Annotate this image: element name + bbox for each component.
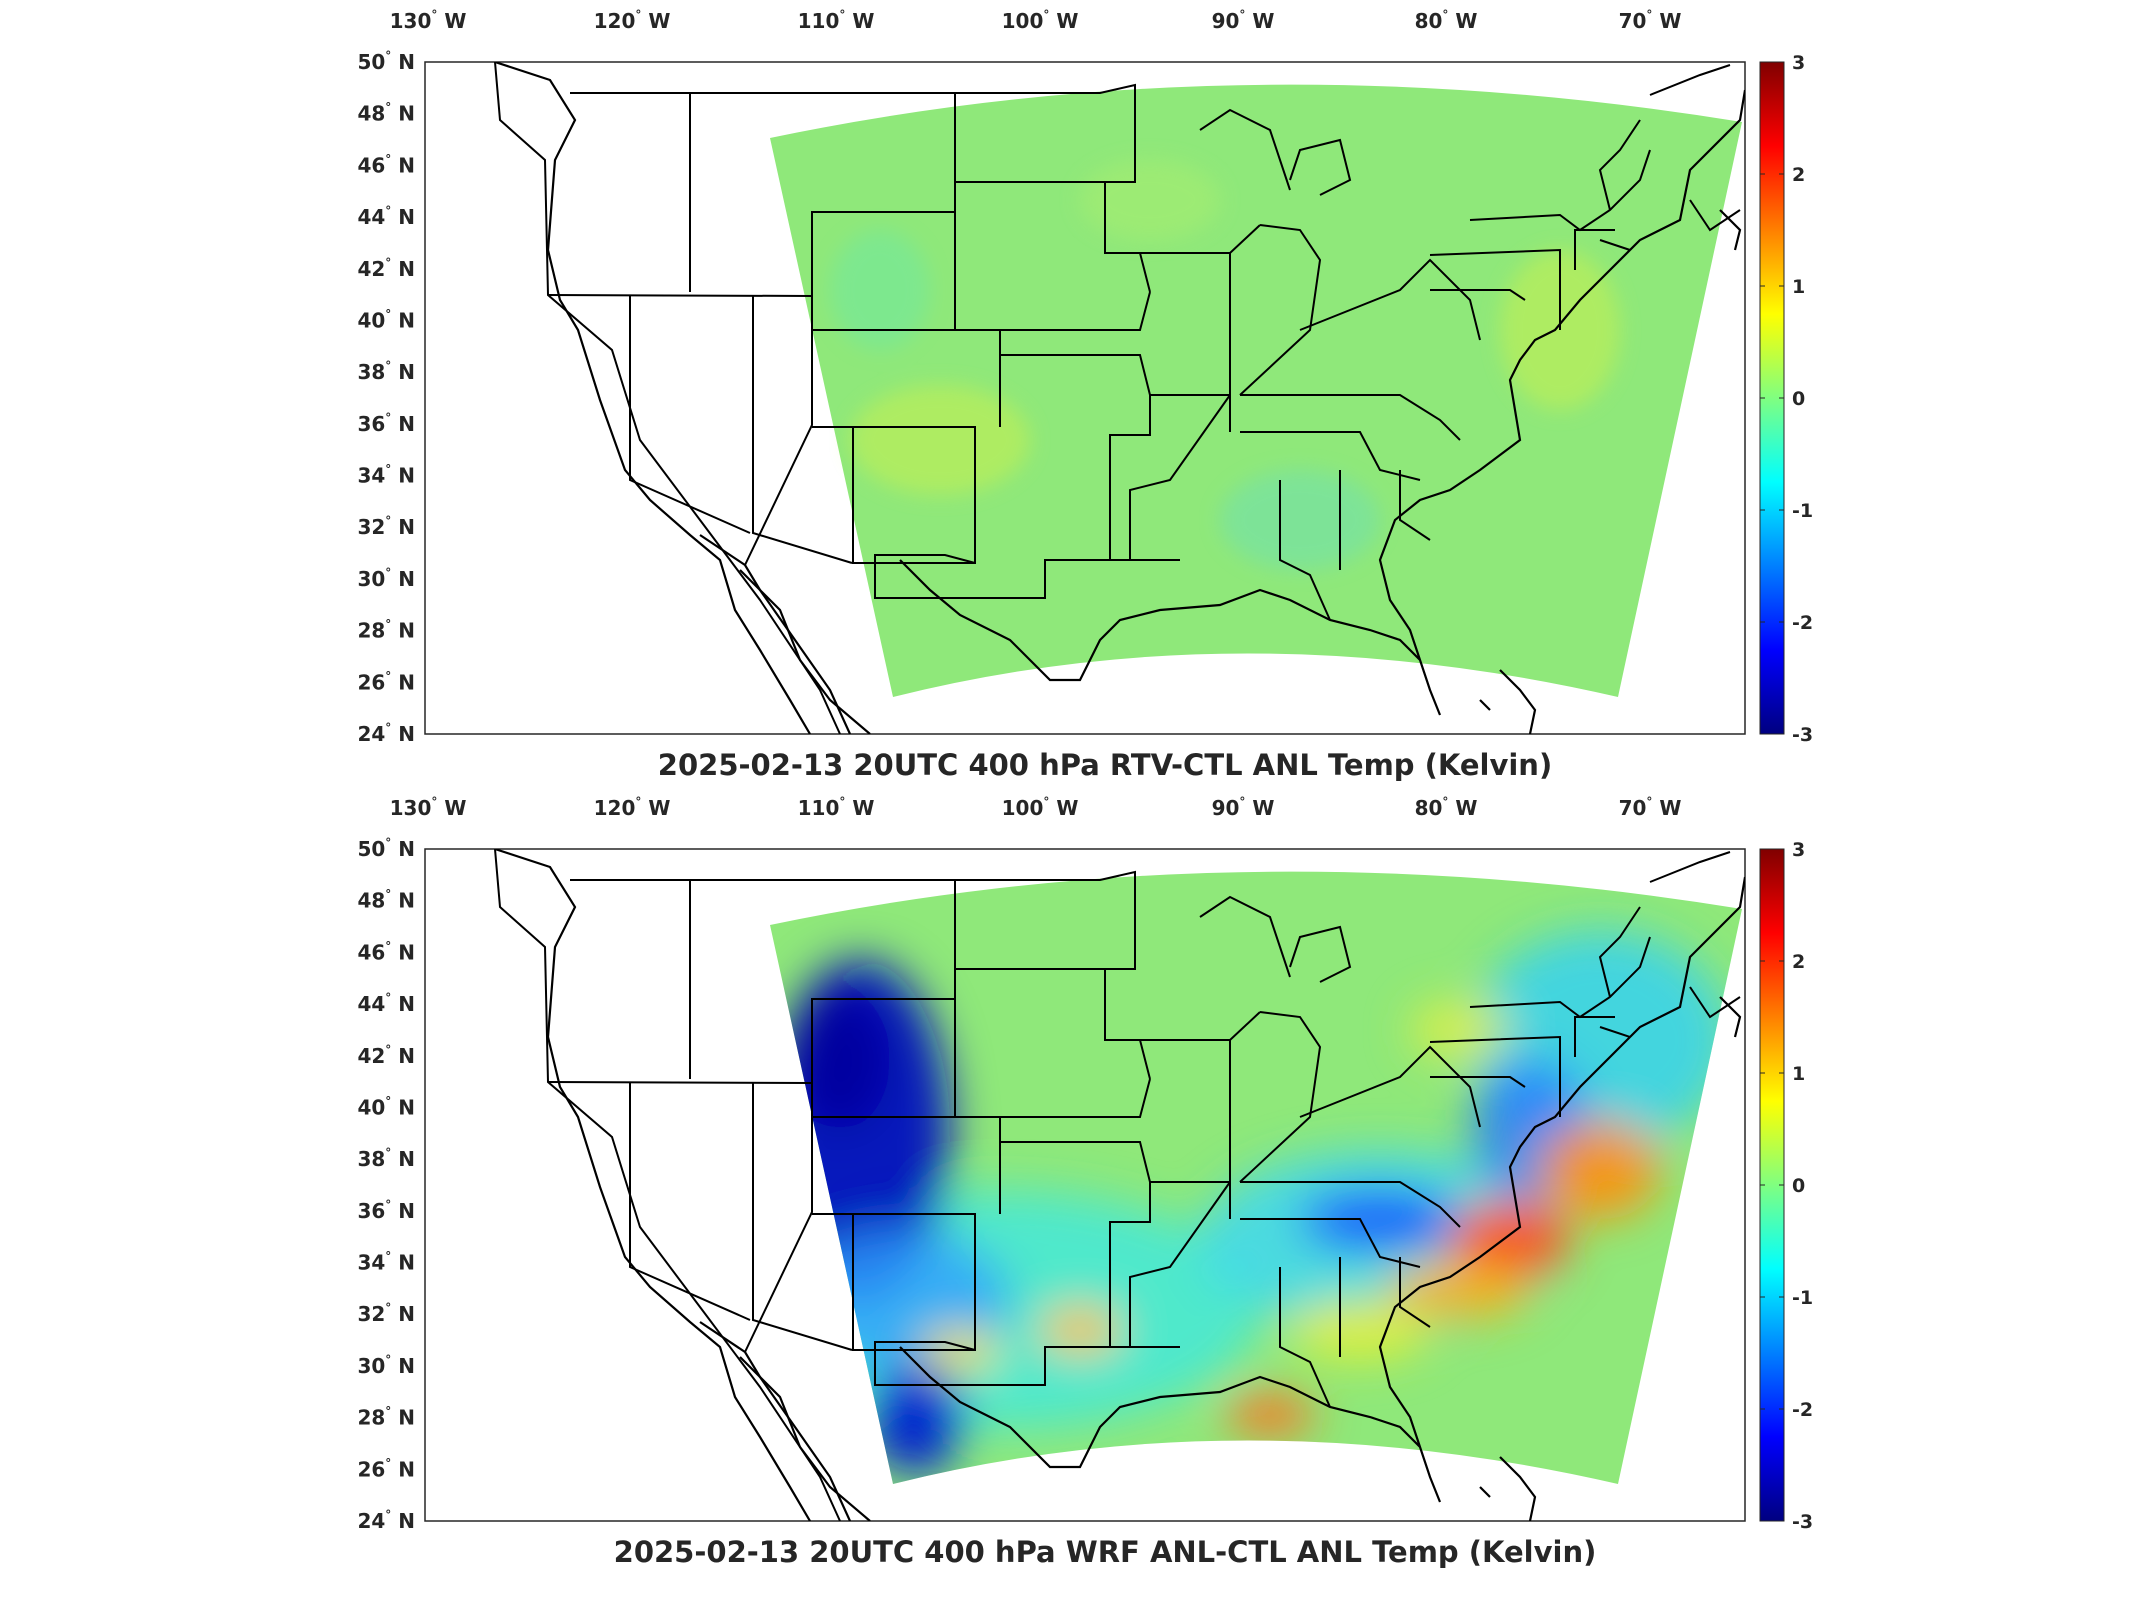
colorbar-tick-label: -2: [1792, 1399, 1813, 1421]
colorbar-tick-label: 1: [1792, 276, 1805, 298]
y-tick-label: 42° N: [357, 256, 415, 281]
y-tick-label: 40° N: [357, 307, 415, 332]
map-panel-bottom: [424, 848, 1746, 1522]
colorbar-tick-label: 2: [1792, 164, 1805, 186]
y-tick-label: 32° N: [357, 1301, 415, 1326]
coastline: [494, 62, 1745, 734]
y-tick-label: 36° N: [357, 411, 415, 436]
y-tick-label: 40° N: [357, 1094, 415, 1119]
colorbar-tick-label: -3: [1792, 1511, 1813, 1533]
colorbar-tick-label: 2: [1792, 951, 1805, 973]
us-state-borders: [494, 849, 1741, 1521]
y-tick-label: 44° N: [357, 204, 415, 229]
x-tick-label: 70° W: [1619, 8, 1682, 33]
x-tick-label: 120° W: [594, 795, 671, 820]
y-tick-label: 48° N: [357, 888, 415, 913]
y-tick-label: 30° N: [357, 566, 415, 591]
x-tick-label: 130° W: [390, 8, 467, 33]
colorbar-tick-label: -1: [1792, 500, 1813, 522]
colorbar-tick-label: -3: [1792, 724, 1813, 746]
x-tick-label: 100° W: [1002, 795, 1079, 820]
x-tick-label: 80° W: [1415, 795, 1478, 820]
axis-labels: 130° W 120° W 110° W 100° W 90° W 80° W 70° W 5…: [357, 8, 1813, 1569]
y-tick-label: 24° N: [357, 1508, 415, 1533]
y-tick-label: 38° N: [357, 1146, 415, 1171]
colorbar-tick-label: 3: [1792, 839, 1805, 861]
colorbar-tick-label: 0: [1792, 388, 1805, 410]
y-tick-label: 38° N: [357, 359, 415, 384]
map-title: 2025-02-13 20UTC 400 hPa RTV-CTL ANL Tem…: [658, 748, 1552, 782]
y-tick-label: 46° N: [357, 939, 415, 964]
map-title: 2025-02-13 20UTC 400 hPa WRF ANL-CTL ANL…: [614, 1535, 1597, 1569]
y-tick-label: 34° N: [357, 1250, 415, 1275]
us-state-borders: [494, 62, 1741, 734]
colorbar-tick-label: 3: [1792, 52, 1805, 74]
x-tick-label: 100° W: [1002, 8, 1079, 33]
y-tick-label: 34° N: [357, 463, 415, 488]
y-tick-label: 30° N: [357, 1353, 415, 1378]
x-tick-label: 90° W: [1212, 795, 1275, 820]
y-tick-label: 36° N: [357, 1198, 415, 1223]
y-tick-label: 26° N: [357, 1456, 415, 1481]
colorbar-tick-label: -1: [1792, 1287, 1813, 1309]
colorbar-tick-label: 1: [1792, 1063, 1805, 1085]
y-tick-label: 24° N: [357, 721, 415, 746]
colorbar-tick-label: -2: [1792, 612, 1813, 634]
y-tick-label: 46° N: [357, 152, 415, 177]
colorbar-tick-label: 0: [1792, 1175, 1805, 1197]
coastline: [494, 849, 1745, 1521]
y-tick-label: 28° N: [357, 618, 415, 643]
y-tick-label: 50° N: [357, 49, 415, 74]
y-tick-label: 44° N: [357, 991, 415, 1016]
x-tick-label: 130° W: [390, 795, 467, 820]
data-swath: [770, 84, 1742, 698]
x-tick-label: 90° W: [1212, 8, 1275, 33]
y-tick-label: 32° N: [357, 514, 415, 539]
x-tick-label: 110° W: [798, 8, 875, 33]
y-tick-label: 50° N: [357, 836, 415, 861]
y-tick-label: 28° N: [357, 1405, 415, 1430]
y-tick-label: 26° N: [357, 669, 415, 694]
x-tick-label: 70° W: [1619, 795, 1682, 820]
x-tick-label: 120° W: [594, 8, 671, 33]
map-panel-top: [424, 61, 1746, 735]
y-tick-label: 48° N: [357, 101, 415, 126]
x-tick-label: 110° W: [798, 795, 875, 820]
y-tick-label: 42° N: [357, 1043, 415, 1068]
x-tick-label: 80° W: [1415, 8, 1478, 33]
